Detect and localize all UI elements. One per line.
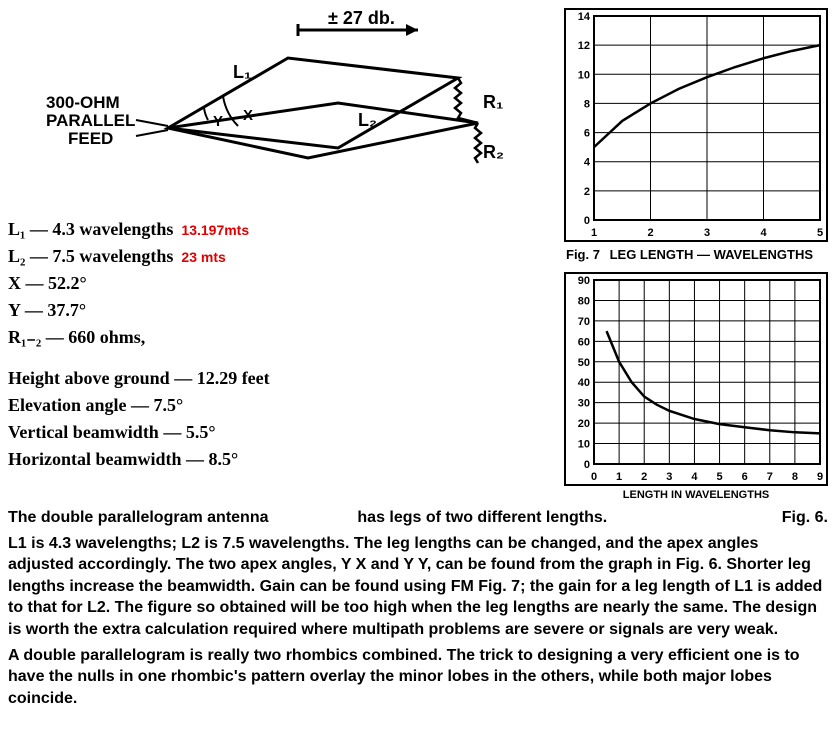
svg-text:1: 1: [616, 471, 622, 483]
svg-text:80: 80: [578, 295, 590, 307]
svg-text:2: 2: [641, 471, 647, 483]
direction-label: ± 27 db.: [328, 8, 395, 28]
parameters-block: L₁ — 4.3 wavelengths 13.197mts L₂ — 7.5 w…: [8, 216, 530, 473]
body-p1b: has legs of two different lengths.: [357, 509, 607, 526]
svg-text:7: 7: [767, 471, 773, 483]
label-Y: Y: [213, 113, 223, 130]
svg-text:14: 14: [578, 11, 591, 23]
label-R2: R₂: [483, 142, 504, 162]
svg-text:5: 5: [716, 471, 722, 483]
svg-text:0: 0: [591, 471, 597, 483]
body-p3: A double parallelogram is really two rho…: [8, 645, 828, 710]
body-p2: L1 is 4.3 wavelengths; L2 is 7.5 wavelen…: [8, 533, 828, 641]
svg-text:1: 1: [591, 227, 597, 239]
param-X: X — 52.2°: [8, 270, 530, 297]
body-text: The double parallelogram antenna has leg…: [8, 507, 828, 709]
svg-text:50: 50: [578, 357, 590, 369]
svg-text:6: 6: [742, 471, 748, 483]
svg-text:40: 40: [578, 377, 590, 389]
diagram-column: ± 27 db. L₁ L₂: [8, 8, 530, 501]
antenna-diagram: ± 27 db. L₁ L₂: [8, 8, 528, 208]
svg-text:3: 3: [666, 471, 672, 483]
svg-text:90: 90: [578, 275, 590, 287]
param-height: Height above ground — 12.29 feet: [8, 365, 530, 392]
svg-text:12: 12: [578, 40, 590, 52]
feed-label: 300-OHM PARALLEL FEED: [46, 93, 140, 148]
param-L2-meters: 23 mts: [181, 249, 225, 265]
svg-text:30: 30: [578, 398, 590, 410]
label-X: X: [243, 107, 253, 124]
resistor-r1-icon: [455, 78, 478, 123]
svg-text:0: 0: [584, 459, 590, 471]
param-Y: Y — 37.7°: [8, 297, 530, 324]
svg-text:70: 70: [578, 316, 590, 328]
param-hbw: Horizontal beamwidth — 8.5°: [8, 446, 530, 473]
svg-text:20: 20: [578, 418, 590, 430]
svg-text:8: 8: [584, 98, 590, 110]
svg-text:3: 3: [704, 227, 710, 239]
label-R1: R₁: [483, 92, 503, 112]
svg-text:2: 2: [584, 186, 590, 198]
body-p1a: The double parallelogram antenna: [8, 509, 269, 526]
svg-text:0: 0: [584, 215, 590, 227]
param-elev: Elevation angle — 7.5°: [8, 392, 530, 419]
svg-text:9: 9: [817, 471, 823, 483]
charts-column: GAIN — dB 1234502468101214 Fig. 7 LEG LE…: [538, 8, 828, 501]
svg-text:8: 8: [792, 471, 798, 483]
svg-text:60: 60: [578, 336, 590, 348]
chart-gain-xlabel: LEG LENGTH — WAVELENGTHS: [610, 247, 813, 262]
label-L2: L₂: [358, 110, 377, 130]
label-L1: L₁: [233, 62, 251, 82]
svg-text:4: 4: [691, 471, 698, 483]
svg-text:4: 4: [760, 227, 767, 239]
param-vbw: Vertical beamwidth — 5.5°: [8, 419, 530, 446]
param-R: R₁₋₂ — 660 ohms,: [8, 324, 530, 351]
svg-text:4: 4: [584, 157, 591, 169]
chart-angle: 01234567890102030405060708090: [564, 272, 828, 486]
top-section: ± 27 db. L₁ L₂: [8, 8, 828, 501]
svg-text:6: 6: [584, 128, 590, 140]
body-p1-fignum: Fig. 6.: [782, 507, 828, 529]
param-L2: L₂ — 7.5 wavelengths: [8, 246, 173, 266]
param-L1-meters: 13.197mts: [181, 222, 249, 238]
svg-text:10: 10: [578, 69, 590, 81]
param-L1: L₁ — 4.3 wavelengths: [8, 219, 173, 239]
chart-gain: 1234502468101214: [564, 8, 828, 242]
svg-text:10: 10: [578, 439, 590, 451]
svg-text:5: 5: [817, 227, 823, 239]
chart-angle-xlabel: LENGTH IN WAVELENGTHS: [564, 489, 828, 501]
svg-text:2: 2: [647, 227, 653, 239]
chart-gain-fignum: Fig. 7: [566, 247, 600, 262]
